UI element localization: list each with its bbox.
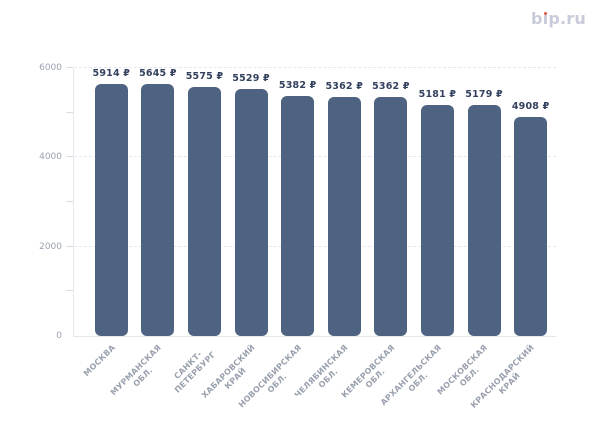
bars: 5914 ₽ 5645 ₽ 5575 ₽ 5529 ₽ 5382 ₽ 5362 ₽ 5362… <box>74 68 556 336</box>
bar-slot: 5362 ₽ <box>321 68 368 336</box>
bar[interactable] <box>374 96 408 336</box>
bar-slot: 5529 ₽ <box>228 68 275 336</box>
bar[interactable] <box>141 84 175 336</box>
bar[interactable] <box>514 116 548 336</box>
y-axis-tick-label: 4000 <box>39 152 62 163</box>
logo-text-prefix: b <box>531 9 543 28</box>
logo-i-dot-icon <box>544 12 548 15</box>
y-axis-minor-tick <box>66 201 73 202</box>
y-axis-minor-tick <box>66 290 73 292</box>
bar[interactable] <box>327 96 361 336</box>
bar-value-label: 5181 ₽ <box>418 88 457 100</box>
bar-slot: 5575 ₽ <box>181 68 228 336</box>
y-axis-tick <box>66 156 73 158</box>
gridline <box>74 67 556 68</box>
bar-value-label: 5529 ₽ <box>232 73 270 85</box>
y-axis-tick-label: 6000 <box>39 63 62 73</box>
bar-value-label: 5382 ₽ <box>278 79 317 91</box>
bar[interactable] <box>94 84 128 336</box>
logo-i-stem: ı <box>542 9 549 28</box>
y-axis-tick <box>66 67 73 68</box>
plot-area: 0 2000 4000 6000 5914 ₽ 5645 ₽ 5575 ₽ 5529 ₽ 53… <box>39 63 556 341</box>
bar-value-label: 4908 ₽ <box>511 100 550 112</box>
bar-slot: 5914 ₽ <box>88 68 135 336</box>
bar[interactable] <box>467 104 501 336</box>
bar[interactable] <box>281 95 315 336</box>
site-logo[interactable]: b ıp.ru <box>531 9 586 28</box>
bar-value-label: 5179 ₽ <box>465 88 503 100</box>
x-axis-category-label: МОСКВА <box>81 343 117 379</box>
bar-slot: 5362 ₽ <box>368 68 415 336</box>
bar[interactable] <box>187 86 221 336</box>
logo-letter-i: ı <box>543 9 549 28</box>
gridline <box>74 156 556 158</box>
bar[interactable] <box>234 89 268 336</box>
bar-value-label: 5645 ₽ <box>139 68 177 79</box>
gridline <box>74 245 556 247</box>
bar-slot: 5645 ₽ <box>135 68 182 336</box>
bar-value-label: 5362 ₽ <box>372 80 410 92</box>
bar-slot: 5181 ₽ <box>414 68 461 336</box>
y-axis-minor-tick <box>66 111 73 113</box>
x-axis-category-label: МУРМАНСКАЯ ОБЛ. <box>109 343 164 398</box>
y-axis-tick-label: 0 <box>56 331 62 341</box>
bar-value-label: 5362 ₽ <box>325 80 364 92</box>
bar-slot: 5382 ₽ <box>274 68 321 336</box>
logo-text-suffix: p.ru <box>548 9 586 28</box>
y-axis-tick <box>66 245 73 247</box>
y-axis-tick-label: 2000 <box>39 241 62 252</box>
bar[interactable] <box>420 104 454 336</box>
bar-slot: 4908 ₽ <box>507 68 554 336</box>
bar-value-label: 5914 ₽ <box>92 68 131 79</box>
bar-value-label: 5575 ₽ <box>185 70 224 82</box>
bar-slot: 5179 ₽ <box>461 68 508 336</box>
